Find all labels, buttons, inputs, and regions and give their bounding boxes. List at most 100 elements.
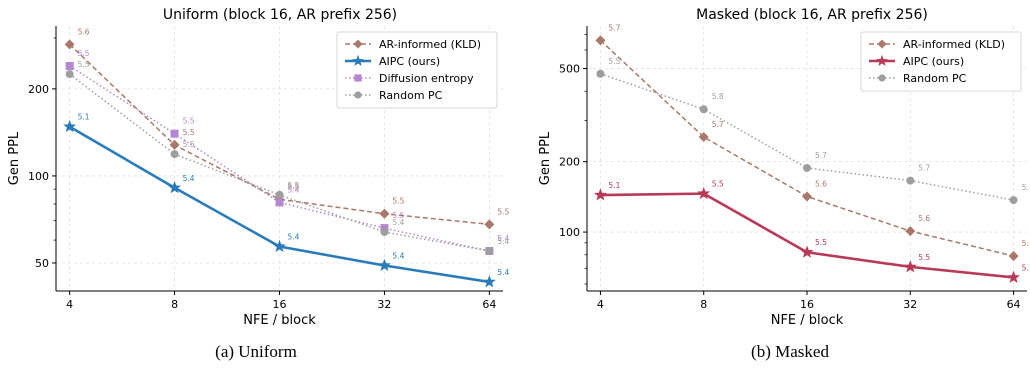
data-point: [1008, 251, 1019, 262]
legend-marker: [877, 39, 887, 49]
data-label: 5.5: [78, 49, 90, 58]
data-point: [906, 176, 915, 185]
data-point: [698, 131, 709, 142]
series-aipc-ours-: 5.1 5.5 5.5 5.5 5.: [594, 180, 1029, 283]
data-point: [803, 163, 811, 172]
legend-box: [860, 31, 1022, 92]
data-label: 5.1: [78, 113, 90, 122]
data-point: [63, 119, 77, 133]
figure-caption: (a) Uniform: [215, 342, 297, 361]
data-point: [699, 105, 708, 114]
series-aipc-ours-: 5.1 5.4 5.4 5.4 5.4: [63, 113, 510, 288]
data-label: 5.7: [608, 23, 620, 32]
data-label: 5.4: [183, 174, 195, 183]
legend-marker: [878, 74, 886, 82]
y-tick-label: 100: [559, 226, 580, 239]
legend-label: AR-informed (KLD): [379, 38, 481, 51]
x-tick-label: 8: [700, 298, 707, 311]
x-tick-label: 8: [171, 298, 178, 311]
figure-caption: (b) Masked: [751, 342, 829, 361]
legend-marker: [354, 91, 362, 99]
uniform-chart: 4 8 16 32 64 50 100 200 5.6 5.5 5.5 5.5 5.5 5.1 5.4 5.4…: [7, 7, 510, 361]
data-label: 5.5: [78, 60, 90, 69]
data-label: 5.5: [183, 128, 195, 137]
x-tick-label: 64: [1007, 298, 1021, 311]
data-label: 5.4: [497, 268, 509, 277]
data-point: [275, 190, 284, 199]
data-label: 5.: [1022, 239, 1029, 248]
series-random-pc: 5.5 5.8 5.7 5.7 5.: [596, 57, 1029, 205]
data-point: [1009, 196, 1018, 205]
legend-box: [336, 31, 498, 109]
chart-title: Masked (block 16, AR prefix 256): [696, 7, 928, 23]
data-point: [378, 258, 391, 271]
x-axis-label: NFE / block: [243, 313, 316, 328]
data-label: 5.7: [712, 120, 724, 129]
data-label: 5.: [1022, 183, 1029, 192]
data-point: [485, 247, 494, 256]
y-axis-label: Gen PPL: [7, 131, 22, 185]
data-label: 5.5: [918, 253, 930, 262]
series-line: [69, 43, 490, 226]
data-label: 5.4: [288, 185, 300, 194]
data-label: 5.4: [392, 218, 404, 227]
y-tick-label: 50: [35, 257, 49, 270]
y-tick-label: 200: [28, 83, 49, 96]
legend-marker: [354, 74, 362, 82]
y-tick-label: 100: [28, 170, 49, 183]
legend: AR-informed (KLD) AIPC (ours) Diffusion en…: [336, 31, 498, 109]
data-label: 5.5: [392, 197, 404, 206]
y-tick-label: 500: [559, 63, 580, 76]
data-label: 5.4: [288, 233, 300, 242]
x-tick-label: 16: [800, 298, 814, 311]
data-label: 5.5: [288, 182, 300, 191]
data-label: 5.5: [712, 180, 724, 189]
data-label: 5.5: [497, 207, 509, 216]
x-tick-label: 64: [482, 298, 496, 311]
data-label: 5.7: [918, 164, 930, 173]
data-label: 5.: [1022, 263, 1029, 272]
data-point: [380, 227, 389, 236]
legend-label: AIPC (ours): [379, 55, 440, 68]
chart-title: Uniform (block 16, AR prefix 256): [163, 7, 397, 23]
data-point: [65, 61, 74, 70]
data-point: [905, 226, 916, 237]
data-point: [275, 198, 284, 207]
x-axis-label: NFE / block: [771, 313, 844, 328]
data-point: [596, 69, 605, 78]
data-point: [903, 260, 917, 273]
data-label: 5.4: [392, 252, 404, 261]
legend-marker: [353, 39, 363, 49]
y-tick-label: 200: [559, 156, 580, 169]
legend: AR-informed (KLD) AIPC (ours) Random PC: [860, 31, 1022, 92]
legend-label: Diffusion entropy: [379, 72, 474, 85]
data-label: 5.1: [608, 181, 620, 190]
legend-label: AR-informed (KLD): [903, 38, 1005, 51]
data-label: 5.5: [288, 181, 300, 190]
data-point: [800, 245, 814, 258]
data-point: [594, 188, 607, 201]
data-point: [64, 39, 75, 50]
data-label: 5.5: [815, 238, 827, 247]
data-label: 5.6: [78, 27, 90, 36]
data-label: 5.6: [815, 179, 827, 188]
data-label: 5.6: [918, 214, 930, 223]
data-point: [697, 186, 711, 200]
data-label: 5.5: [183, 140, 195, 149]
data-point: [484, 219, 495, 230]
data-point: [170, 150, 179, 159]
data-point: [273, 239, 286, 252]
legend-label: Random PC: [903, 72, 967, 85]
legend-marker: [352, 54, 364, 66]
data-point: [595, 35, 606, 46]
data-label: 5.5: [608, 57, 620, 66]
data-point: [1007, 270, 1020, 283]
legend-marker: [876, 54, 888, 66]
data-point: [802, 191, 812, 202]
series-ar-informed-kld-: 5.7 5.7 5.6 5.6 5.: [595, 23, 1029, 262]
x-tick-label: 16: [273, 298, 287, 311]
legend-label: Random PC: [379, 89, 443, 102]
series-random-pc: 5.55.55.55.45.4: [65, 60, 510, 256]
data-label: 5.5: [183, 117, 195, 126]
